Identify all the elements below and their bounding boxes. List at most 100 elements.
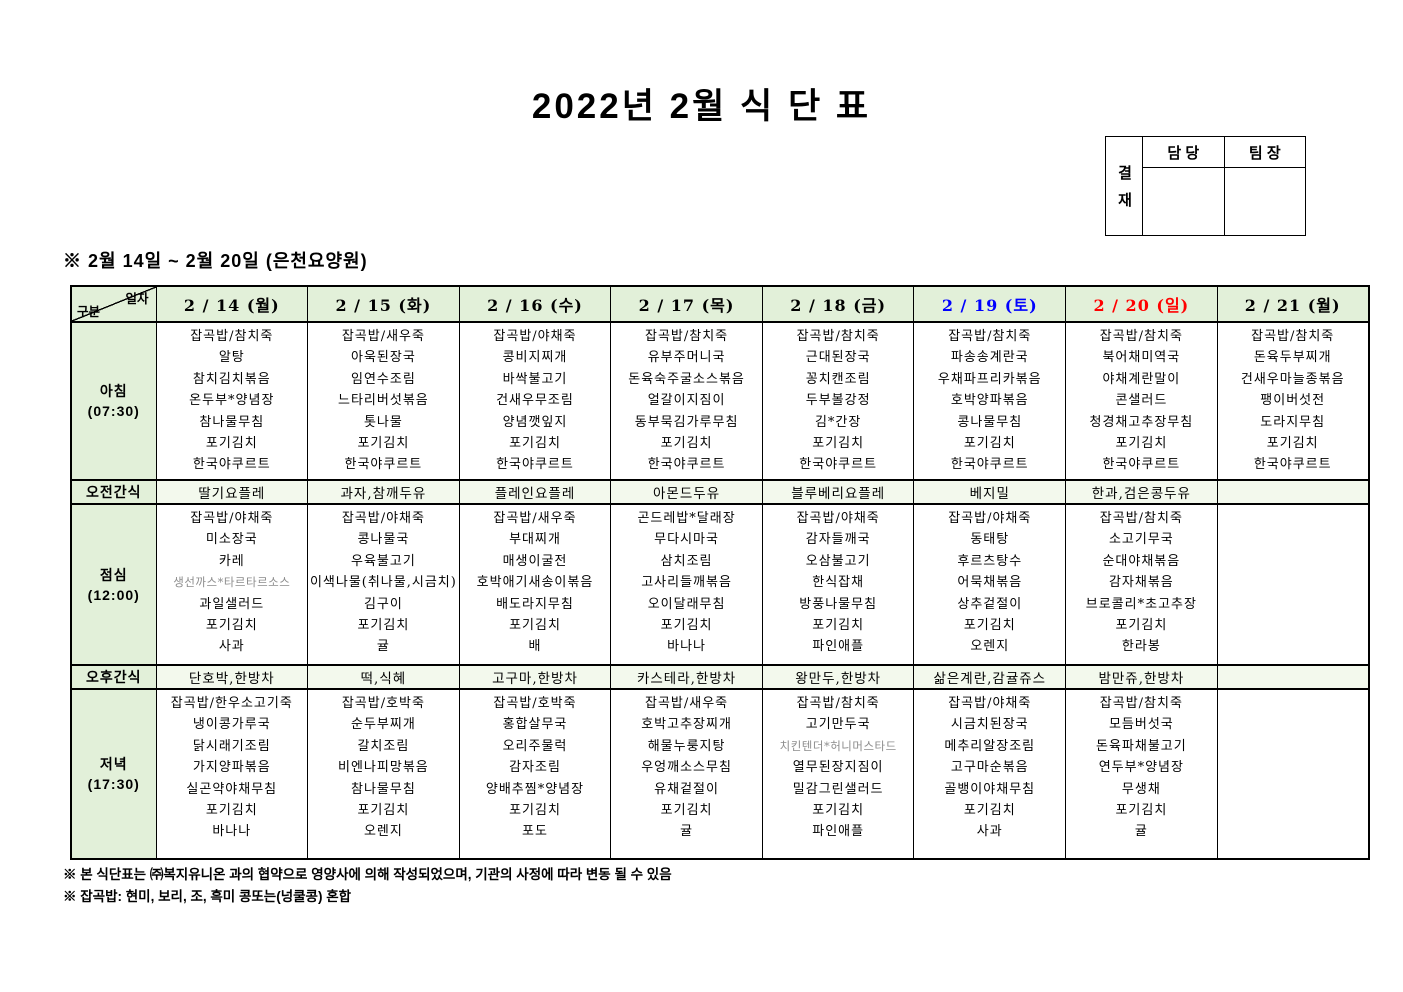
menu-item: 잡곡밥/새우죽 (493, 511, 577, 526)
menu-item: 두부볼강정 (805, 393, 871, 409)
breakfast-cell: 잡곡밥/참치죽 알탕 참치김치볶음 온두부*양념장 참나물무침 포기김치 한국야쿠르트 (155, 321, 309, 481)
menu-item: 열무된장지짐이 (792, 760, 884, 776)
menu-item: 오렌지 (970, 639, 1010, 655)
menu-item: 귤 (680, 824, 694, 840)
pm-snack-cell: 떡,식혜 (307, 664, 460, 690)
row-label-lunch: 점심 (12:00) (70, 503, 157, 666)
lunch-cell: 잡곡밥/참치죽 소고기무국 순대야채볶음 감자채볶음 브로콜리*초고추장 포기김치 한라봉 (1065, 503, 1218, 666)
menu-item: 비엔나피망볶음 (338, 760, 429, 776)
menu-item: 포기김치 (812, 618, 865, 634)
menu-item: 포기김치 (963, 436, 1016, 452)
menu-item: 양배추찜*양념장 (485, 781, 585, 797)
day-header-6: 2 / 19 (토) (913, 285, 1067, 323)
corner-label-category: 구분 (77, 305, 101, 319)
day-header-8: 2 / 21 (월) (1216, 285, 1370, 323)
menu-item: 포기김치 (963, 618, 1016, 634)
approval-columns: 담 당 팀 장 (1143, 137, 1305, 235)
approval-sign-cell-manager (1143, 168, 1225, 235)
dinner-cell: 잡곡밥/한우소고기죽 냉이콩가루국 닭시래기조림 가지양파볶음 실곤약야채무침 포기김치 바… (155, 688, 309, 860)
menu-item: 아욱된장국 (350, 350, 416, 366)
menu-item: 포기김치 (357, 436, 410, 452)
breakfast-cell: 잡곡밥/참치죽 유부주머니국 돈육숙주굴소스볶음 얼갈이지짐이 동부묵김가루무침 포기김치… (610, 321, 763, 481)
breakfast-cell: 잡곡밥/야채죽 콩비지찌개 바싹불고기 건새우무조림 양념깻잎지 포기김치 한국야쿠르트 (458, 321, 612, 481)
pm-snack-cell: 카스테라,한방차 (610, 664, 763, 690)
menu-item: 포기김치 (509, 436, 561, 452)
page-title: 2022년 2월 식 단 표 (531, 87, 872, 126)
menu-item: 잡곡밥/새우죽 (645, 696, 729, 711)
menu-item: 이색나물(취나물,시금치) (309, 575, 457, 591)
menu-item: 잡곡밥/야채죽 (948, 511, 1032, 526)
menu-item: 한국야쿠르트 (950, 457, 1029, 473)
menu-item: 한라봉 (1121, 639, 1161, 655)
menu-item: 포기김치 (1115, 803, 1168, 819)
menu-item: 느타리버섯볶음 (338, 393, 429, 409)
row-label-dinner: 저녁 (17:30) (70, 688, 157, 860)
menu-item: 잡곡밥/야채죽 (190, 511, 274, 526)
lunch-cell: 잡곡밥/야채죽 콩나물국 우육불고기 이색나물(취나물,시금치) 김구이 포기김치 귤 (307, 503, 460, 666)
menu-item: 연두부*양념장 (1098, 760, 1184, 776)
menu-item: 순대야채볶음 (1102, 553, 1181, 569)
menu-item: 호박고추장찌개 (641, 717, 732, 733)
menu-item: 바나나 (212, 824, 252, 840)
menu-item: 사과 (976, 824, 1003, 840)
am-snack-cell: 한과,검은콩두유 (1065, 479, 1218, 505)
menu-item: 가지양파볶음 (192, 760, 271, 776)
approval-box: 결재 담 당 팀 장 (1105, 136, 1306, 236)
menu-item: 잡곡밥/야채죽 (948, 696, 1032, 711)
menu-item: 오삼불고기 (805, 553, 871, 569)
dinner-cell: 잡곡밥/호박죽 순두부찌개 갈치조림 비엔나피망볶음 참나물무침 포기김치 오렌지 (307, 688, 460, 860)
menu-item: 포기김치 (357, 618, 410, 634)
menu-item: 팽이버섯전 (1260, 393, 1326, 409)
menu-item: 돈육두부찌개 (1253, 350, 1332, 366)
menu-item: 포기김치 (205, 803, 258, 819)
am-snack-cell: 과자,참깨두유 (307, 479, 460, 505)
row-label-text: 점심 (99, 566, 128, 583)
menu-item: 후르츠탕수 (957, 553, 1023, 569)
menu-item: 방풍나물무침 (799, 596, 878, 612)
menu-item: 한국야쿠르트 (647, 457, 726, 473)
pm-snack-cell: 고구마,한방차 (458, 664, 612, 690)
menu-item: 파송송계란국 (950, 350, 1029, 366)
menu-item: 해물누룽지탕 (647, 738, 726, 754)
menu-item: 잡곡밥/호박죽 (341, 696, 425, 711)
row-label-text: 아침 (99, 383, 128, 399)
am-snack-cell: 아몬드두유 (610, 479, 763, 505)
menu-item: 참나물무침 (199, 414, 265, 430)
menu-item: 잡곡밥/참치죽 (645, 329, 729, 344)
menu-item: 호박애기새송이볶음 (476, 575, 594, 591)
menu-item: 근대된장국 (805, 350, 871, 366)
menu-item: 감자들깨국 (805, 532, 871, 548)
menu-item: 돈육숙주굴소스볶음 (628, 371, 745, 387)
menu-item: 카레 (218, 553, 245, 569)
menu-item: 사과 (218, 639, 245, 655)
corner-label-date: 일자 (125, 292, 149, 306)
approval-header-row: 담 당 팀 장 (1143, 137, 1305, 168)
menu-item: 순두부찌개 (350, 717, 416, 733)
menu-item: 매생이굴전 (502, 553, 568, 569)
menu-item: 삼치조림 (660, 553, 713, 569)
date-range-subtitle: ※ 2월 14일 ~ 2월 20일 (은천요양원) (63, 251, 368, 271)
menu-item: 잡곡밥/야채죽 (493, 329, 577, 344)
menu-item: 한국야쿠르트 (344, 457, 423, 473)
menu-item: 잡곡밥/참치죽 (796, 329, 880, 344)
menu-item: 포기김치 (963, 803, 1016, 819)
day-header-5: 2 / 18 (금) (761, 285, 915, 323)
menu-item: 미소장국 (205, 532, 258, 548)
dinner-cell: 잡곡밥/참치죽 고기만두국 치킨텐더*허니머스타드 열무된장지짐이 밀감그린샐러드 포기김… (761, 688, 915, 860)
menu-item: 한국야쿠르트 (496, 457, 574, 473)
row-dinner: 저녁 (17:30) 잡곡밥/한우소고기죽 냉이콩가루국 닭시래기조림 가지양파볶음 실곤약… (70, 688, 1370, 860)
lunch-cell: 잡곡밥/야채죽 동태탕 후르츠탕수 어묵채볶음 상추겉절이 포기김치 오렌지 (913, 503, 1067, 666)
menu-item: 김*간장 (814, 414, 862, 430)
menu-item: 한국야쿠르트 (1253, 457, 1332, 473)
menu-item: 건새우마늘종볶음 (1240, 371, 1345, 387)
dinner-cell (1216, 688, 1370, 860)
menu-item: 잡곡밥/참치죽 (796, 696, 880, 711)
am-snack-cell (1216, 479, 1370, 505)
menu-item: 꽁치캔조림 (805, 371, 871, 387)
menu-item: 모듬버섯국 (1108, 717, 1174, 733)
menu-item: 한국야쿠르트 (192, 457, 271, 473)
menu-item: 곤드레밥*달래장 (637, 511, 736, 526)
menu-item: 잡곡밥/야채죽 (796, 511, 880, 526)
table-header-row: 일자 구분 2 / 14 (월) 2 / 15 (화) 2 / 16 (수) 2 / 17… (70, 285, 1370, 323)
menu-item: 참치김치볶음 (192, 371, 271, 387)
